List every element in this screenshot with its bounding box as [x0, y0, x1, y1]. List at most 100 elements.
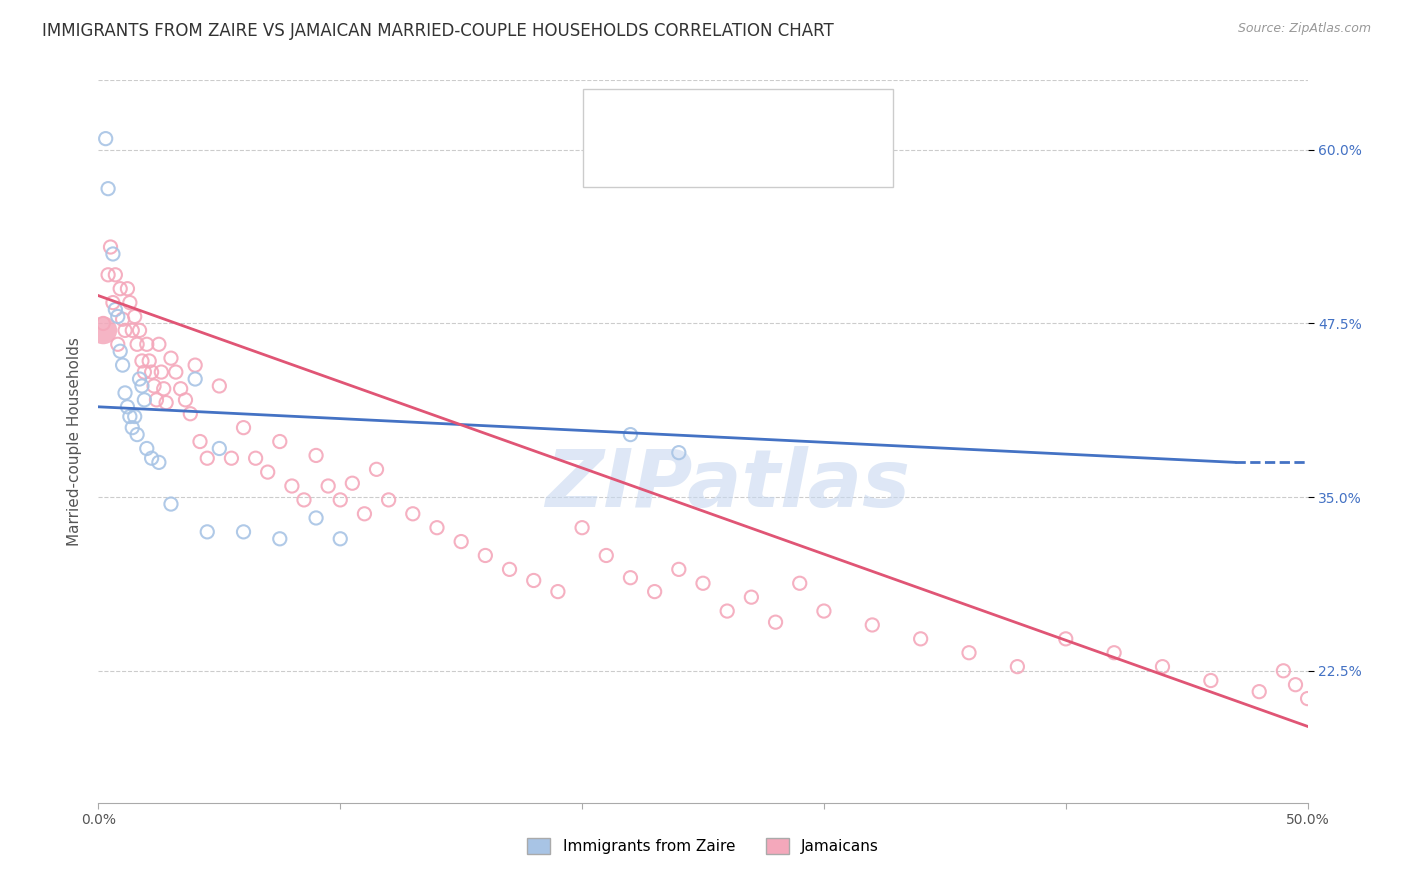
Point	[111, 358, 134, 372]
Point	[135, 442, 157, 456]
Point	[107, 337, 129, 351]
Point	[143, 379, 166, 393]
Point	[118, 409, 141, 424]
Point	[118, 295, 141, 310]
Point	[128, 323, 150, 337]
Point	[111, 312, 134, 326]
Point	[256, 465, 278, 479]
Point	[269, 434, 291, 449]
Point	[619, 427, 641, 442]
Point	[148, 337, 170, 351]
Point	[1054, 632, 1077, 646]
Point	[114, 323, 136, 337]
Text: IMMIGRANTS FROM ZAIRE VS JAMAICAN MARRIED-COUPLE HOUSEHOLDS CORRELATION CHART: IMMIGRANTS FROM ZAIRE VS JAMAICAN MARRIE…	[42, 22, 834, 40]
Point	[141, 365, 163, 379]
Point	[547, 584, 569, 599]
Point	[1199, 673, 1222, 688]
Point	[595, 549, 617, 563]
Point	[765, 615, 787, 630]
Point	[716, 604, 738, 618]
Point	[145, 392, 167, 407]
Point	[97, 182, 120, 196]
Point	[127, 427, 149, 442]
Point	[1249, 684, 1271, 698]
Point	[305, 449, 328, 463]
Point	[160, 497, 183, 511]
Point	[269, 532, 291, 546]
Text: -0.084: -0.084	[683, 111, 737, 125]
Point	[107, 310, 129, 324]
Point	[342, 476, 364, 491]
Point	[174, 392, 197, 407]
Point	[165, 365, 187, 379]
Point	[179, 407, 201, 421]
Point	[138, 354, 160, 368]
Point	[813, 604, 835, 618]
Point	[169, 382, 191, 396]
Point	[195, 524, 218, 539]
Text: -0.543: -0.543	[683, 149, 737, 164]
Point	[104, 268, 127, 282]
Point	[292, 492, 315, 507]
Point	[1007, 659, 1029, 673]
Bar	[602, 102, 630, 133]
Point	[1284, 678, 1306, 692]
Point	[114, 385, 136, 400]
Point	[108, 344, 131, 359]
Point	[245, 451, 267, 466]
Point	[450, 534, 472, 549]
Point	[329, 532, 352, 546]
Point	[316, 479, 339, 493]
Point	[619, 571, 641, 585]
Point	[155, 395, 177, 409]
Point	[101, 295, 124, 310]
Point	[1309, 706, 1331, 720]
Point	[910, 632, 932, 646]
Point	[124, 310, 146, 324]
Y-axis label: Married-couple Households: Married-couple Households	[67, 337, 83, 546]
Point	[668, 445, 690, 459]
Point	[523, 574, 546, 588]
Text: 81: 81	[806, 149, 828, 164]
Point	[128, 372, 150, 386]
Point	[474, 549, 496, 563]
Point	[188, 434, 211, 449]
Point	[281, 479, 304, 493]
Text: N =: N =	[766, 111, 800, 125]
Point	[232, 524, 254, 539]
Point	[232, 420, 254, 434]
Point	[148, 455, 170, 469]
Point	[160, 351, 183, 366]
Point	[91, 323, 114, 337]
Point	[134, 365, 156, 379]
Point	[402, 507, 425, 521]
Point	[1152, 659, 1174, 673]
Point	[789, 576, 811, 591]
Point	[692, 576, 714, 591]
Point	[91, 317, 114, 331]
Point	[184, 358, 207, 372]
Point	[353, 507, 375, 521]
Point	[141, 451, 163, 466]
Point	[121, 323, 143, 337]
Point	[1272, 664, 1295, 678]
Text: Source: ZipAtlas.com: Source: ZipAtlas.com	[1237, 22, 1371, 36]
Point	[100, 240, 122, 254]
Point	[305, 511, 328, 525]
Point	[498, 562, 520, 576]
Point	[426, 521, 449, 535]
Point	[740, 590, 762, 604]
Point	[668, 562, 690, 576]
Point	[208, 442, 231, 456]
Point	[131, 354, 153, 368]
Point	[221, 451, 243, 466]
Point	[108, 282, 131, 296]
Point	[124, 409, 146, 424]
Point	[1296, 691, 1319, 706]
Point	[152, 382, 174, 396]
Point	[571, 521, 593, 535]
Point	[957, 646, 980, 660]
Point	[104, 302, 127, 317]
Legend: Immigrants from Zaire, Jamaicans: Immigrants from Zaire, Jamaicans	[522, 832, 884, 860]
Point	[1320, 719, 1343, 733]
